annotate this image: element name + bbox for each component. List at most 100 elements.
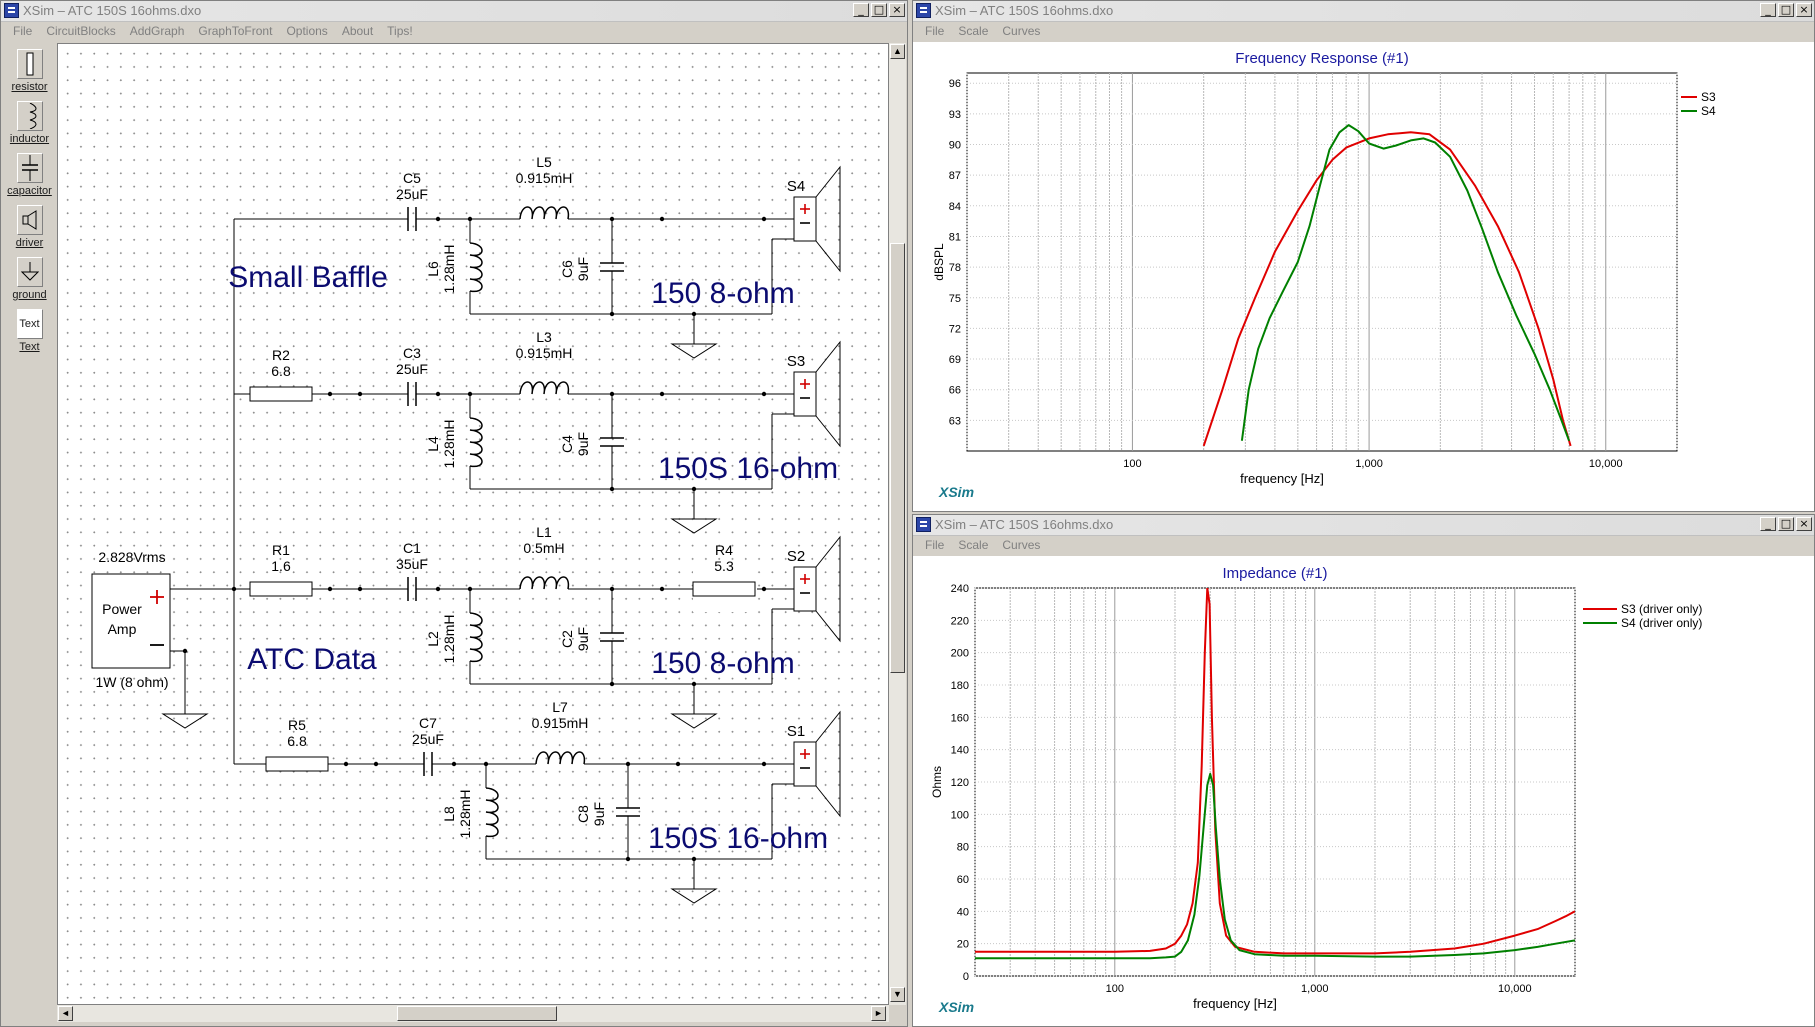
capacitor-c8[interactable] <box>616 807 640 817</box>
vertical-scrollbar[interactable]: ▲ ▼ <box>889 43 906 1005</box>
tool-resistor[interactable]: resistor <box>7 49 52 93</box>
legend-entry[interactable]: S4 <box>1701 104 1716 118</box>
menu-tips[interactable]: Tips! <box>387 24 413 38</box>
capacitor-c5[interactable] <box>407 207 417 231</box>
inductor-l6[interactable] <box>469 242 483 293</box>
junction-dot <box>761 391 767 397</box>
horizontal-scroll-thumb[interactable] <box>397 1006 557 1021</box>
vertical-scroll-thumb[interactable] <box>890 243 905 673</box>
shunt-capacitor-name-label: C4 <box>559 435 575 453</box>
close-button[interactable]: × <box>1796 517 1812 531</box>
junction-dot <box>609 681 615 687</box>
scroll-down-button[interactable]: ▼ <box>890 987 905 1002</box>
capacitor-c2[interactable] <box>600 632 624 642</box>
minimize-button[interactable]: _ <box>853 3 869 17</box>
y-tick-label: 69 <box>949 354 961 366</box>
menu-addgraph[interactable]: AddGraph <box>129 24 185 38</box>
inductor-l1[interactable] <box>519 576 570 590</box>
junction-dot <box>609 311 615 317</box>
schematic-canvas[interactable]: 2.828Vrms Power Amp 1W (8 ohm) C5 25uF L5 0.915… <box>57 43 889 1005</box>
ground-symbol[interactable] <box>161 698 209 729</box>
inductor-l8[interactable] <box>485 787 499 838</box>
close-button[interactable]: × <box>889 3 905 17</box>
legend-entry[interactable]: S3 <box>1701 90 1716 104</box>
tool-inductor[interactable]: inductor <box>7 101 52 145</box>
driver-note-label: 150 8-ohm <box>651 277 794 310</box>
xsim-app-icon <box>916 517 931 532</box>
inductor-name-label: L7 <box>552 699 568 715</box>
menu-circuitblocks[interactable]: CircuitBlocks <box>46 24 116 38</box>
capacitor-c3[interactable] <box>407 382 417 406</box>
maximize-button[interactable]: □ <box>871 3 887 17</box>
menu-file[interactable]: File <box>925 24 945 38</box>
legend-entry[interactable]: S4 (driver only) <box>1621 616 1702 630</box>
tool-capacitor[interactable]: capacitor <box>7 153 52 197</box>
capacitor-c1[interactable] <box>407 577 417 601</box>
menu-curves[interactable]: Curves <box>1002 24 1041 38</box>
horizontal-scrollbar[interactable]: ◄ ► <box>57 1005 889 1022</box>
chart-title: Impedance (#1) <box>1222 565 1327 582</box>
scroll-left-button[interactable]: ◄ <box>58 1006 73 1021</box>
y-tick-label: 87 <box>949 170 961 182</box>
driver-s3[interactable] <box>793 340 841 448</box>
driver-name-label: S2 <box>787 548 805 565</box>
maximize-button[interactable]: □ <box>1778 3 1794 17</box>
capacitor-value-label: 25uF <box>396 186 428 202</box>
imp-graph-area[interactable]: 0 20 40 60 80 100 120 140 160 180 200 220 240 100 1,00… <box>913 556 1814 1026</box>
annotation-atc-data: ATC Data <box>247 643 377 676</box>
freq-graph-area[interactable]: 63 66 69 72 75 78 81 84 87 90 93 96 100 1,000 10,000 Fr… <box>913 42 1814 511</box>
menu-about[interactable]: About <box>341 24 374 38</box>
driver-s1[interactable] <box>793 710 841 818</box>
scroll-right-button[interactable]: ► <box>871 1006 886 1021</box>
y-axis-label: dBSPL <box>932 243 946 281</box>
capacitor-c7[interactable] <box>423 752 433 776</box>
capacitor-c4[interactable] <box>600 437 624 447</box>
schematic-titlebar[interactable]: XSim – ATC 150S 16ohms.dxo _ □ × <box>1 1 907 22</box>
schematic-window-title: XSim – ATC 150S 16ohms.dxo <box>23 3 202 18</box>
freq-titlebar[interactable]: XSim – ATC 150S 16ohms.dxo _ □ × <box>913 1 1814 22</box>
resistor-r2[interactable] <box>249 386 313 402</box>
y-tick-label: 90 <box>949 140 961 152</box>
menu-scale[interactable]: Scale <box>958 24 989 38</box>
inductor-l5[interactable] <box>519 206 570 220</box>
minimize-button[interactable]: _ <box>1760 517 1776 531</box>
inductor-l2[interactable] <box>469 612 483 663</box>
tool-ground[interactable]: ground <box>7 257 52 301</box>
imp-titlebar[interactable]: XSim – ATC 150S 16ohms.dxo _ □ × <box>913 515 1814 536</box>
menu-file[interactable]: File <box>13 24 33 38</box>
junction-dot <box>761 586 767 592</box>
power-amp[interactable] <box>91 573 171 669</box>
capacitor-c6[interactable] <box>600 262 624 272</box>
legend-entry[interactable]: S3 (driver only) <box>1621 602 1702 616</box>
tool-inductor-label: inductor <box>9 133 50 145</box>
annotation-small-baffle: Small Baffle <box>228 261 388 294</box>
amp-voltage-label: 2.828Vrms <box>98 549 165 565</box>
ground-symbol[interactable] <box>670 503 718 534</box>
menu-file[interactable]: File <box>925 538 945 552</box>
resistor-r4[interactable] <box>692 581 756 597</box>
scroll-up-button[interactable]: ▲ <box>890 44 905 59</box>
inductor-l7[interactable] <box>535 751 586 765</box>
inductor-name-label: L5 <box>536 154 552 170</box>
menu-scale[interactable]: Scale <box>958 538 989 552</box>
inductor-l3[interactable] <box>519 381 570 395</box>
ground-symbol[interactable] <box>670 328 718 359</box>
driver-s4[interactable] <box>793 165 841 273</box>
menu-options[interactable]: Options <box>286 24 328 38</box>
tool-text[interactable]: Text Text <box>7 309 52 353</box>
close-button[interactable]: × <box>1796 3 1812 17</box>
resistor-r5[interactable] <box>265 756 329 772</box>
resistor-r1[interactable] <box>249 581 313 597</box>
ground-symbol[interactable] <box>670 698 718 729</box>
shunt-inductor-value-label: 1.28mH <box>457 789 473 838</box>
capacitor-name-label: C1 <box>403 540 421 556</box>
minimize-button[interactable]: _ <box>1760 3 1776 17</box>
menu-graphtofront[interactable]: GraphToFront <box>198 24 273 38</box>
inductor-l4[interactable] <box>469 417 483 468</box>
ground-symbol[interactable] <box>670 873 718 904</box>
tool-driver[interactable]: driver <box>7 205 52 249</box>
shunt-capacitor-value-label: 9uF <box>575 257 591 281</box>
maximize-button[interactable]: □ <box>1778 517 1794 531</box>
menu-curves[interactable]: Curves <box>1002 538 1041 552</box>
driver-s2[interactable] <box>793 535 841 643</box>
